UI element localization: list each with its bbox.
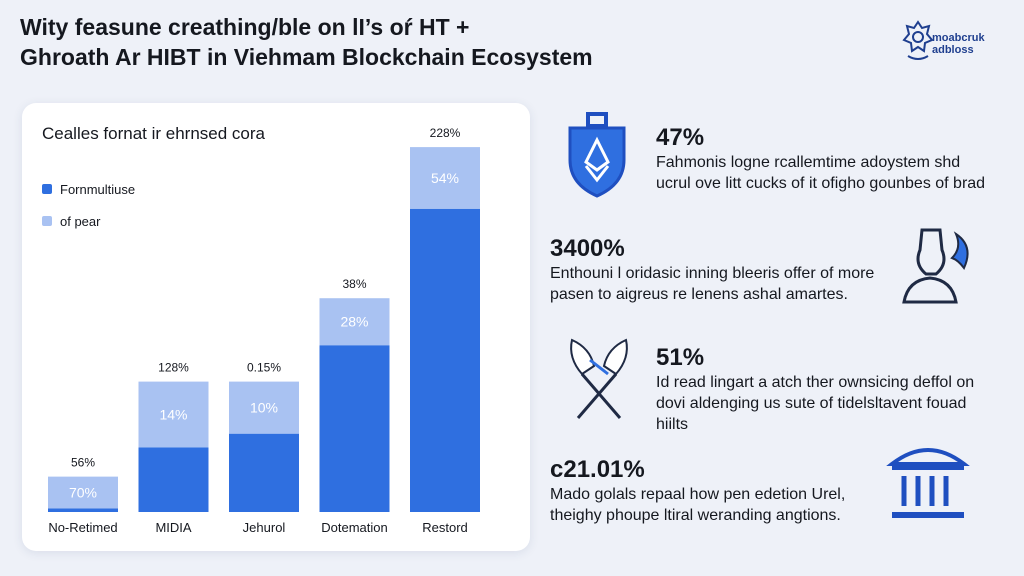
stat-item-2: 3400% Enthouni l oridasic inning bleeris…: [550, 235, 874, 305]
bank-building-icon: [886, 448, 970, 518]
legend-label-primary: Fornmultiuse: [60, 181, 136, 197]
bar-top-label: 38%: [342, 277, 366, 291]
bar-top-label: 0.15%: [247, 361, 281, 375]
stat-text-1-line-1: Fahmonis logne rcallemtime adoystem shd: [656, 154, 961, 171]
bar-segment-primary: [138, 447, 209, 512]
chart-panel: 70% 56% No-Retimed 14% 128% MIDIA 10% 0.15% Jehu…: [22, 103, 530, 551]
stat-text-1-line-2: ucrul ove litt cucks of it ofigho gounbe…: [656, 175, 986, 192]
bar-segment-secondary: [319, 298, 390, 346]
stat-text-4-line-1: Mado golals repaal how pen edetion Urel,: [550, 486, 846, 503]
bar-inner-label: 54%: [431, 170, 459, 186]
stats-column: 47% Fahmonis logne rcallemtime adoystem …: [548, 0, 1024, 576]
logo-text-line-2: adbloss: [932, 44, 974, 56]
stat-item-3: 51% Id read lingart a atch ther ownsicin…: [656, 344, 974, 435]
bar-chart: 70% 56% No-Retimed 14% 128% MIDIA 10% 0.15% Jehu…: [48, 126, 480, 535]
stat-text-4-line-2: theighy phoupe ltiral weranding angtions…: [550, 507, 841, 524]
crest-icon: [902, 20, 934, 60]
title-line-2: Ghroath Ar HIBT in Viehmam Blockchain Ec…: [20, 44, 593, 70]
brand-logo: moabcruk adbloss: [898, 14, 1008, 74]
bar-segment-primary: [229, 433, 299, 512]
bar-segment-primary: [319, 345, 390, 512]
x-tick-label: Jehurol: [243, 520, 286, 535]
stat-text-2-line-2: pasen to aigreus re lenens ashal amartes…: [550, 286, 848, 303]
bar-top-label: 56%: [71, 456, 95, 470]
legend-item-secondary: of pear: [42, 213, 135, 229]
stat-text-3-line-3: hiilts: [656, 416, 689, 433]
crossed-feathers-icon: [570, 338, 628, 419]
stat-text-3-line-1: Id read lingart a atch ther ownsicing de…: [656, 374, 975, 391]
logo-text-line-1: moabcruk: [932, 32, 985, 44]
bar-top-label: 128%: [158, 361, 189, 375]
stat-text-3-line-2: dovi aldenging us sute of tidelsltavent …: [656, 395, 967, 412]
bar-inner-label: 14%: [159, 406, 187, 422]
x-tick-label: MIDIA: [155, 520, 191, 535]
title-line-1: Wity feasune creathing/ble on lI’s oŕ HT…: [20, 14, 470, 40]
bar-segment-secondary: [410, 147, 480, 209]
bar-inner-label: 10%: [250, 400, 278, 416]
stat-item-4: c21.01% Mado golals repaal how pen edeti…: [550, 456, 845, 526]
legend-swatch-secondary: [42, 216, 52, 226]
bar-segment-primary: [48, 508, 118, 512]
bar-segment-secondary: [138, 381, 209, 448]
x-tick-label: No-Retimed: [48, 520, 117, 535]
x-tick-label: Restord: [422, 520, 468, 535]
legend-item-primary: Fornmultiuse: [42, 181, 135, 197]
bar-segment-secondary: [48, 476, 118, 509]
stat-value-3: 51%: [656, 344, 705, 371]
stat-value-2: 3400%: [550, 235, 625, 262]
stat-text-2-line-1: Enthouni l oridasic inning bleeris offer…: [550, 265, 875, 282]
page-title: Wity feasune creathing/ble on lI’s oŕ HT…: [20, 12, 720, 72]
bar-segment-secondary: [229, 381, 299, 434]
legend-label-secondary: of pear: [60, 213, 101, 229]
user-profile-icon: [902, 228, 969, 304]
legend-swatch-primary: [42, 184, 52, 194]
chart-legend: Fornmultiuse of pear: [42, 181, 135, 245]
ethereum-shield-icon: [568, 112, 626, 198]
bar-top-label: 228%: [430, 126, 461, 140]
bar-inner-label: 70%: [69, 485, 97, 501]
bar-inner-label: 28%: [340, 314, 368, 330]
bar-segment-primary: [410, 208, 480, 512]
chart-heading: Cealles fornat ir ehrnsed cora: [42, 124, 266, 143]
x-tick-label: Dotemation: [321, 520, 387, 535]
stat-value-1: 47%: [656, 124, 705, 151]
stat-item-1: 47% Fahmonis logne rcallemtime adoystem …: [656, 124, 985, 194]
stat-value-4: c21.01%: [550, 456, 645, 483]
